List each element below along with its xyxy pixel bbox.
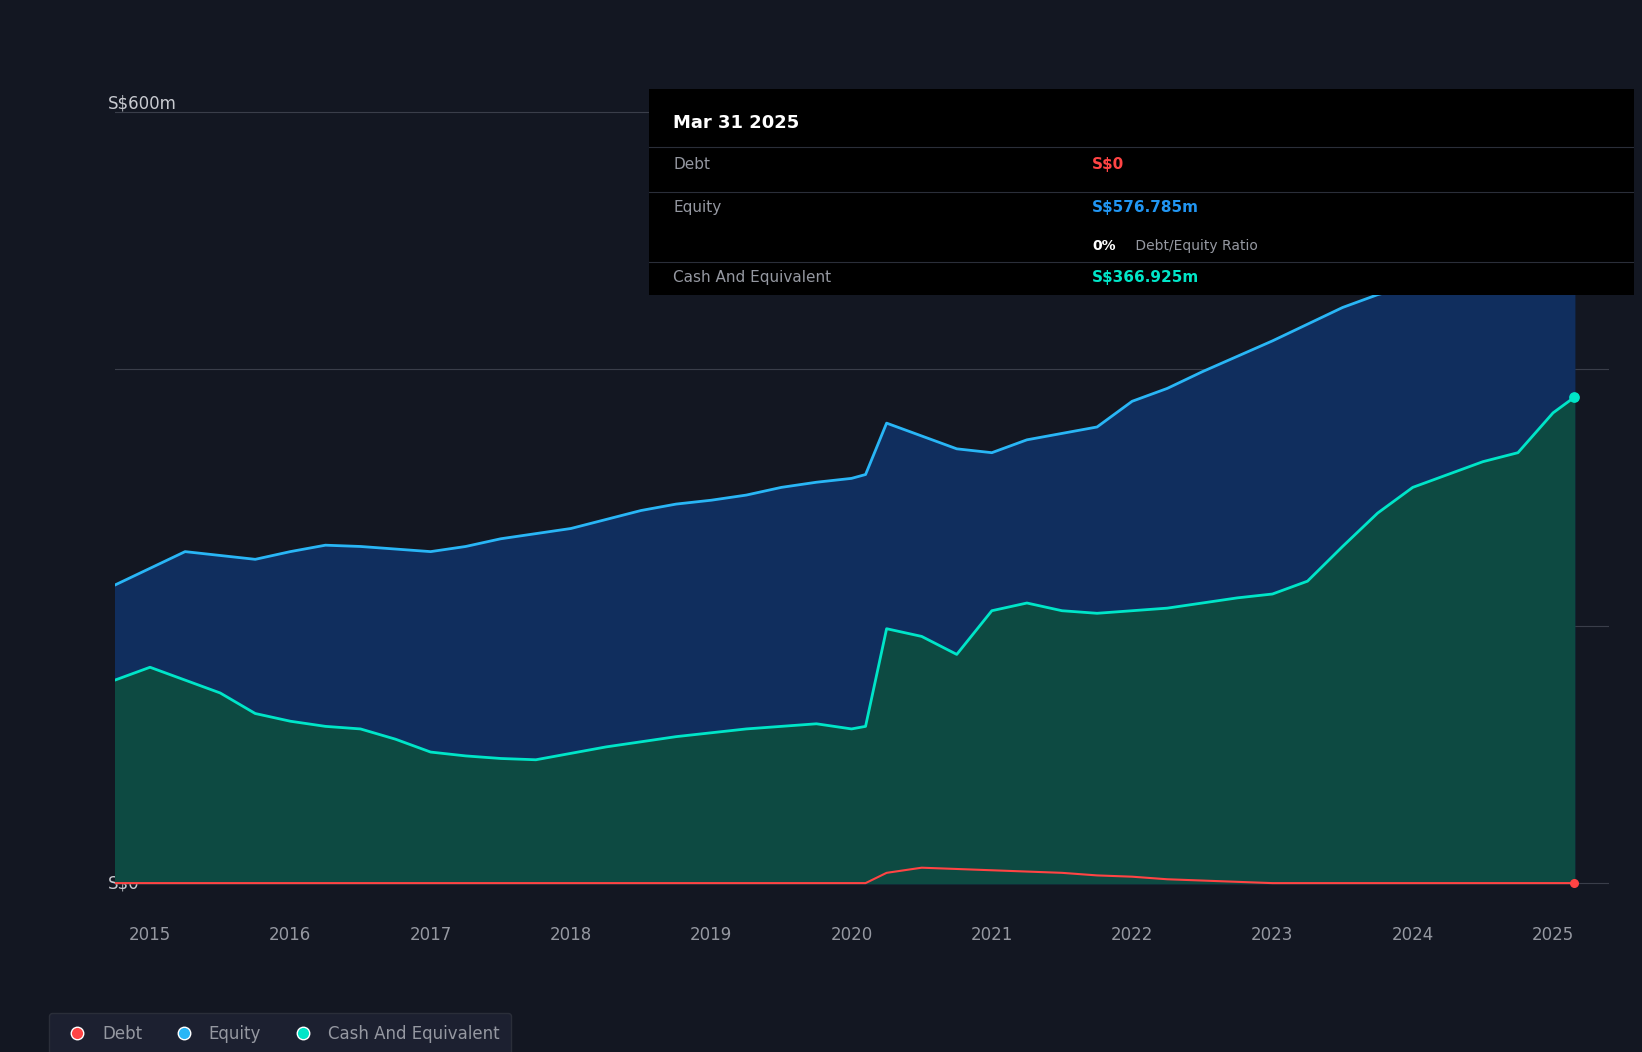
Text: 0%: 0%	[1092, 239, 1115, 254]
Text: S$366.925m: S$366.925m	[1092, 270, 1199, 285]
Point	[1562, 389, 1588, 406]
Text: S$600m: S$600m	[108, 95, 177, 113]
Text: Cash And Equivalent: Cash And Equivalent	[673, 270, 831, 285]
Text: S$576.785m: S$576.785m	[1092, 200, 1199, 216]
Legend: Debt, Equity, Cash And Equivalent: Debt, Equity, Cash And Equivalent	[49, 1013, 511, 1052]
Point	[1562, 874, 1588, 891]
Text: S$0: S$0	[1092, 157, 1125, 173]
Text: S$0: S$0	[108, 874, 140, 892]
Point	[1562, 110, 1588, 127]
Text: Debt/Equity Ratio: Debt/Equity Ratio	[1131, 239, 1258, 254]
Text: Equity: Equity	[673, 200, 721, 216]
Text: Debt: Debt	[673, 157, 711, 173]
Text: Mar 31 2025: Mar 31 2025	[673, 114, 800, 133]
